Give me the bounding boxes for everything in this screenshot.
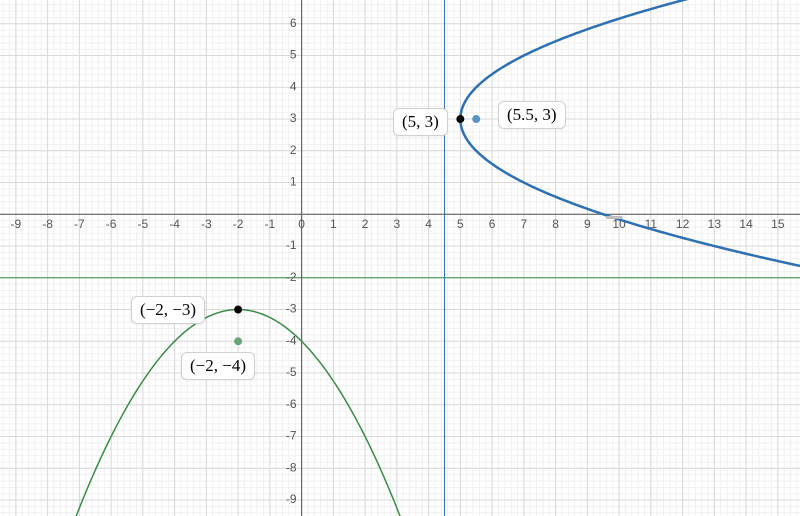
svg-text:9: 9: [584, 217, 591, 231]
label-blue-vertex: (5, 3): [393, 108, 448, 136]
svg-text:3: 3: [394, 217, 401, 231]
svg-text:0: 0: [298, 217, 305, 231]
svg-text:-7: -7: [74, 217, 85, 231]
svg-text:-8: -8: [286, 460, 297, 474]
svg-text:4: 4: [425, 217, 432, 231]
svg-text:1: 1: [290, 175, 297, 189]
svg-text:8: 8: [552, 217, 559, 231]
label-green-vertex: (−2, −3): [131, 296, 205, 324]
svg-text:4: 4: [290, 79, 297, 93]
svg-text:-9: -9: [286, 492, 297, 506]
svg-text:14: 14: [739, 217, 753, 231]
svg-text:6: 6: [489, 217, 496, 231]
svg-text:2: 2: [362, 217, 369, 231]
svg-text:-5: -5: [286, 365, 297, 379]
svg-text:-4: -4: [169, 217, 180, 231]
graph-plot: -9-8-7-6-5-4-3-2-10123456789101112131415…: [0, 0, 800, 516]
svg-text:5: 5: [290, 48, 297, 62]
svg-text:-1: -1: [286, 238, 297, 252]
label-green-focus: (−2, −4): [181, 352, 255, 380]
svg-text:15: 15: [771, 217, 785, 231]
svg-text:13: 13: [708, 217, 722, 231]
svg-text:-7: -7: [286, 429, 297, 443]
svg-text:-3: -3: [201, 217, 212, 231]
svg-text:6: 6: [290, 16, 297, 30]
svg-text:-1: -1: [265, 217, 276, 231]
svg-text:2: 2: [290, 143, 297, 157]
svg-text:-8: -8: [42, 217, 53, 231]
svg-text:-2: -2: [286, 270, 297, 284]
svg-text:5: 5: [457, 217, 464, 231]
svg-text:-3: -3: [286, 302, 297, 316]
svg-text:1: 1: [330, 217, 337, 231]
svg-text:-6: -6: [106, 217, 117, 231]
svg-text:-9: -9: [11, 217, 22, 231]
svg-text:12: 12: [676, 217, 690, 231]
svg-text:-6: -6: [286, 397, 297, 411]
svg-text:3: 3: [290, 111, 297, 125]
svg-text:-5: -5: [138, 217, 149, 231]
svg-text:7: 7: [521, 217, 528, 231]
svg-text:-2: -2: [233, 217, 244, 231]
plot-svg: -9-8-7-6-5-4-3-2-10123456789101112131415…: [0, 0, 800, 516]
label-blue-focus: (5.5, 3): [498, 101, 566, 129]
